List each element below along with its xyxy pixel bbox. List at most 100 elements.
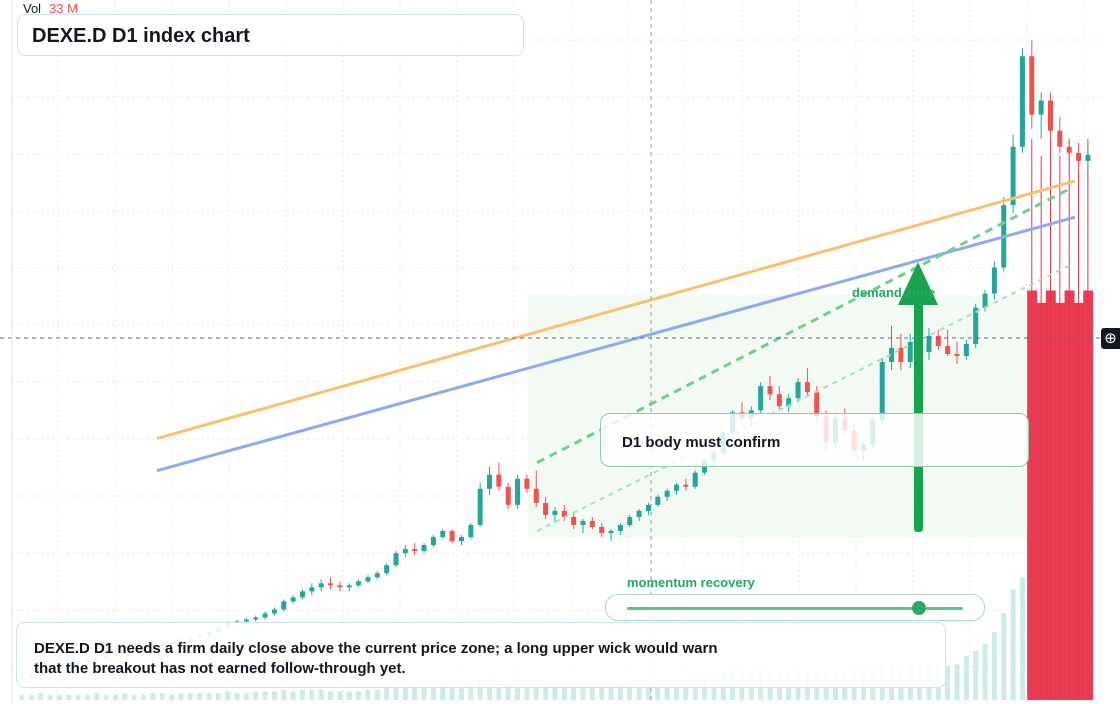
candle-body: [524, 478, 530, 489]
volume-bar: [963, 655, 969, 700]
volume-bar: [487, 677, 492, 700]
candle-body: [814, 392, 820, 417]
volume-bar: [1073, 302, 1084, 700]
volume-bar: [206, 693, 212, 700]
volume-bar: [75, 694, 81, 700]
volume-bar: [150, 693, 156, 700]
volume-bar: [552, 684, 558, 700]
candle-body: [982, 293, 988, 308]
volume-bar: [187, 693, 193, 700]
volume-bar: [84, 694, 90, 700]
candle-body: [889, 347, 895, 363]
volume-bar: [309, 689, 315, 700]
candle-body: [879, 362, 885, 421]
volume-bar: [496, 681, 502, 700]
volume-bar: [56, 694, 62, 700]
volume-bar: [178, 693, 184, 700]
momentum-knob[interactable]: [912, 601, 926, 615]
volume-bar: [19, 694, 25, 700]
volume-bar: [384, 688, 390, 700]
momentum-label: momentum recovery: [627, 575, 755, 590]
candle-body: [430, 537, 436, 546]
candle-body: [608, 531, 614, 534]
volume-bar: [1019, 577, 1025, 700]
momentum-slider[interactable]: [605, 594, 985, 621]
crosshair-plus-icon[interactable]: ⊕: [1101, 328, 1120, 349]
momentum-track: [627, 607, 963, 610]
confirm-callout: D1 body must confirm: [600, 413, 1029, 467]
volume-bar: [131, 694, 137, 700]
volume-bar: [599, 683, 605, 700]
candle-body: [655, 496, 661, 505]
volume-bar: [159, 693, 165, 700]
candle-body: [776, 394, 782, 407]
volume-bar: [94, 693, 100, 700]
volume-bar: [702, 676, 708, 700]
volume-bar: [430, 686, 436, 700]
candle-body: [963, 343, 969, 356]
candle-body: [636, 510, 642, 517]
volume-bar: [1027, 290, 1038, 700]
candle-body: [786, 398, 792, 407]
candle-body: [356, 581, 362, 586]
candle-body: [253, 617, 259, 620]
volume-bar: [38, 693, 44, 700]
candle-body: [692, 472, 698, 487]
volume-bar: [169, 694, 175, 700]
candle-body: [243, 619, 249, 622]
candle-body: [515, 478, 521, 505]
candle-body: [1057, 130, 1063, 147]
volume-bar: [991, 632, 997, 700]
candle-body: [1076, 152, 1082, 161]
candle-body: [1038, 100, 1044, 115]
volume-bar: [328, 691, 334, 700]
volume-bar: [197, 693, 203, 700]
volume-bar: [674, 679, 679, 700]
candle-body: [1085, 154, 1091, 161]
volume-value: 33 M: [49, 1, 78, 16]
candle-body: [589, 520, 595, 527]
volume-bar: [954, 664, 960, 700]
candle-body: [393, 553, 399, 566]
volume-bar: [262, 691, 268, 700]
candle-body: [346, 585, 352, 588]
candle-body: [533, 488, 539, 503]
candle-body: [571, 516, 577, 525]
candle-body: [561, 510, 567, 517]
candle-body: [945, 345, 951, 354]
candle-body: [683, 484, 689, 487]
volume-bar: [655, 679, 661, 700]
candle-body: [1019, 56, 1025, 147]
volume-bar: [28, 694, 34, 700]
candle-body: [374, 573, 380, 578]
candle-body: [262, 613, 268, 618]
candle-body: [674, 484, 679, 491]
volume-bar: [982, 643, 988, 700]
volume-bar: [692, 677, 698, 700]
demand-zone-label: demand zone: [852, 285, 936, 300]
volume-bar: [515, 679, 521, 700]
candle-body: [449, 531, 455, 542]
volume-bar: [243, 693, 249, 700]
candle-body: [290, 597, 296, 602]
candle-body: [496, 474, 502, 487]
volume-bar: [281, 689, 287, 700]
candle-body: [617, 524, 623, 532]
candle-body: [365, 577, 371, 582]
title-card: DEXE.D D1 index chart: [17, 14, 524, 56]
candle-body: [627, 516, 633, 525]
volume-bar: [505, 683, 511, 700]
volume-bar: [122, 693, 128, 700]
volume-bar: [608, 684, 614, 700]
volume-bar: [1055, 302, 1066, 700]
candle-body: [645, 504, 651, 511]
candle-body: [487, 474, 492, 489]
candle-body: [599, 526, 605, 534]
volume-bar: [318, 689, 324, 700]
volume-bar: [543, 683, 549, 700]
volume-bar: [468, 684, 474, 700]
candle-body: [300, 591, 305, 598]
candle-body: [477, 488, 483, 525]
volume-bar: [683, 681, 689, 700]
volume-bar: [412, 688, 418, 700]
